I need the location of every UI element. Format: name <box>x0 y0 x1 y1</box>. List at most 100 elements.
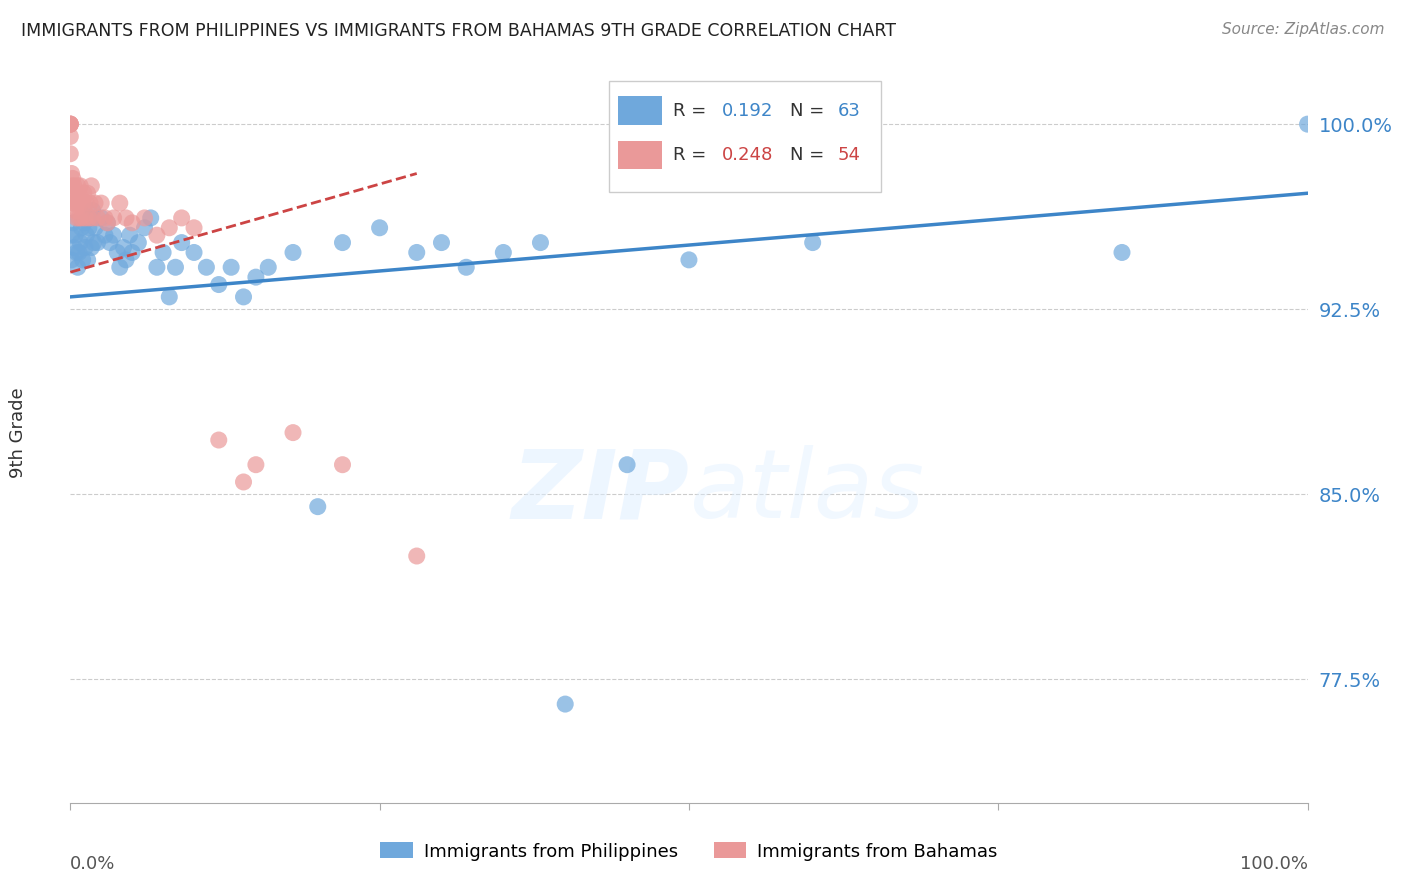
Point <box>66 260 89 275</box>
Point <box>127 235 149 250</box>
Point <box>59 129 82 144</box>
Point <box>65 245 87 260</box>
Point <box>170 211 193 225</box>
Point <box>94 211 117 225</box>
Point <box>73 216 96 230</box>
Point <box>281 425 304 440</box>
Point <box>121 245 143 260</box>
Point <box>60 178 83 193</box>
Point <box>63 240 86 254</box>
Point <box>801 235 824 250</box>
Point <box>115 252 138 267</box>
Text: N =: N = <box>790 102 831 120</box>
Point <box>165 260 187 275</box>
Text: 0.0%: 0.0% <box>70 855 115 872</box>
Point <box>70 211 93 225</box>
Point <box>332 235 354 250</box>
Point <box>60 228 83 243</box>
Text: N =: N = <box>790 146 831 164</box>
Point <box>307 500 329 514</box>
Point <box>96 216 118 230</box>
Point <box>72 196 94 211</box>
Point <box>72 252 94 267</box>
Point <box>63 196 86 211</box>
Point <box>67 211 90 225</box>
Point <box>62 171 84 186</box>
Point <box>157 220 180 235</box>
Point <box>63 178 86 193</box>
Point <box>183 220 205 235</box>
Point <box>368 220 391 235</box>
Point <box>118 228 141 243</box>
Point <box>405 245 427 260</box>
Point <box>76 252 98 267</box>
Point <box>208 277 231 292</box>
Text: 100.0%: 100.0% <box>1240 855 1308 872</box>
Point <box>96 216 118 230</box>
Text: IMMIGRANTS FROM PHILIPPINES VS IMMIGRANTS FROM BAHAMAS 9TH GRADE CORRELATION CHA: IMMIGRANTS FROM PHILIPPINES VS IMMIGRANT… <box>21 22 896 40</box>
Point <box>62 186 84 201</box>
Point <box>60 196 83 211</box>
Point <box>219 260 242 275</box>
Point <box>80 178 103 193</box>
Point <box>82 211 104 225</box>
Point <box>59 117 82 131</box>
Point <box>245 458 267 472</box>
Point <box>73 186 96 201</box>
Point <box>59 117 82 131</box>
Point <box>69 196 91 211</box>
Text: 0.248: 0.248 <box>723 146 773 164</box>
Point <box>332 458 354 472</box>
Point <box>67 191 90 205</box>
Point <box>79 196 101 211</box>
Point <box>62 216 84 230</box>
Point <box>76 186 98 201</box>
Point <box>75 211 97 225</box>
Point <box>405 549 427 563</box>
Point <box>84 220 107 235</box>
Point <box>66 178 89 193</box>
Point <box>59 117 82 131</box>
Point <box>65 211 87 225</box>
Point <box>195 260 218 275</box>
Point <box>69 178 91 193</box>
Point <box>430 235 453 250</box>
Point <box>94 228 117 243</box>
Point <box>281 245 304 260</box>
Point <box>108 260 131 275</box>
Point <box>80 240 103 254</box>
Point <box>82 203 104 218</box>
Point <box>66 196 89 211</box>
Point <box>183 245 205 260</box>
Point <box>86 235 108 250</box>
Point <box>65 228 87 243</box>
Point <box>232 290 254 304</box>
Point <box>456 260 478 275</box>
Legend: Immigrants from Philippines, Immigrants from Bahamas: Immigrants from Philippines, Immigrants … <box>373 835 1005 868</box>
Point <box>65 186 87 201</box>
Point <box>67 245 90 260</box>
Point <box>170 235 193 250</box>
Point <box>65 191 87 205</box>
Point <box>1296 117 1319 131</box>
Point <box>83 235 105 250</box>
Point <box>554 697 576 711</box>
Text: Source: ZipAtlas.com: Source: ZipAtlas.com <box>1222 22 1385 37</box>
Point <box>90 196 112 211</box>
Point <box>245 270 267 285</box>
Point <box>59 146 82 161</box>
Point <box>134 220 156 235</box>
FancyBboxPatch shape <box>619 141 662 169</box>
Point <box>79 211 101 225</box>
Point <box>59 117 82 131</box>
Point <box>157 290 180 304</box>
Point <box>529 235 551 250</box>
Point <box>98 235 121 250</box>
FancyBboxPatch shape <box>609 81 880 192</box>
Text: ZIP: ZIP <box>510 445 689 539</box>
Point <box>70 220 93 235</box>
Point <box>69 235 91 250</box>
Point <box>121 216 143 230</box>
Point <box>103 211 125 225</box>
Text: atlas: atlas <box>689 445 924 539</box>
